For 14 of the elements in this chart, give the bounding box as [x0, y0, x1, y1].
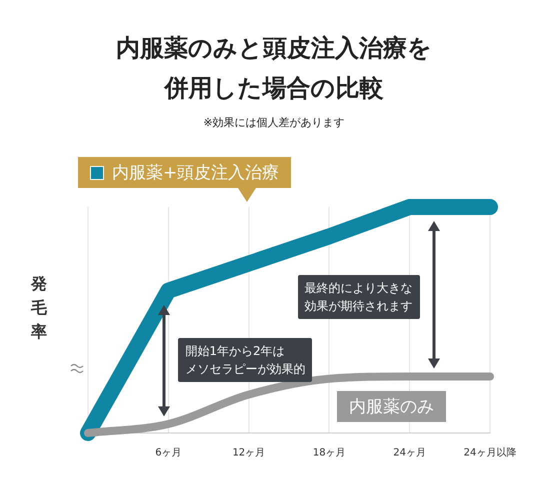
legend-label: 内服薬+頭皮注入治療	[112, 163, 280, 183]
annotation: メソセラピーが効果的	[185, 361, 306, 378]
series-label: 内服薬のみ	[337, 390, 446, 422]
annotation: 開始1年から2年は	[185, 343, 286, 360]
x-tick-label: 18ヶ月	[312, 448, 346, 459]
chart-title: 内服薬のみと頭皮注入治療を併用した場合の比較	[115, 33, 433, 104]
annotation: 最終的により大きな	[304, 280, 413, 298]
y-axis-title: 発毛率	[31, 273, 48, 343]
x-tick-label: 24ヶ月	[393, 448, 426, 459]
chart-subtitle: ※効果には個人差があります	[202, 115, 346, 130]
x-tick-label: 6ヶ月	[155, 448, 182, 459]
x-tick-label: 24ヶ月以降	[464, 446, 516, 459]
x-tick-label: 12ヶ月	[232, 448, 266, 459]
annotation: 効果が期待されます	[304, 298, 413, 316]
